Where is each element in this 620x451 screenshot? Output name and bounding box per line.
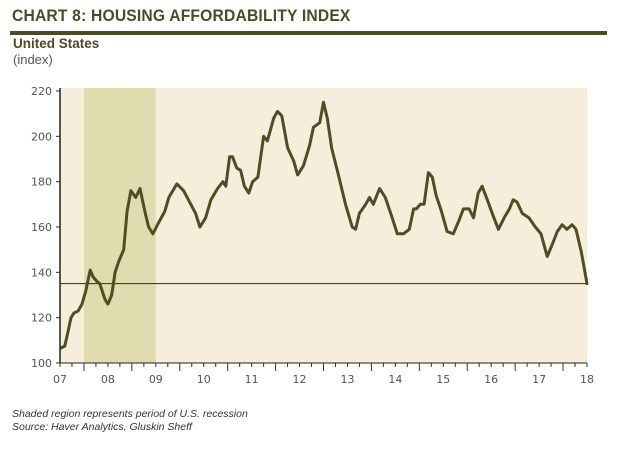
y-tick-label: 220 bbox=[31, 85, 52, 98]
y-axis-unit-label: (index) bbox=[13, 52, 53, 67]
y-axis-ticks: 100 120 140 160 180 200 220 bbox=[31, 85, 60, 370]
y-tick-label: 160 bbox=[31, 221, 52, 234]
x-tick-label: 14 bbox=[388, 373, 402, 386]
y-tick-label: 140 bbox=[31, 266, 52, 279]
y-tick-label: 200 bbox=[31, 130, 52, 143]
chart-subtitle: United States bbox=[13, 36, 100, 51]
y-tick-label: 180 bbox=[31, 176, 52, 189]
chart-notes: Shaded region represents period of U.S. … bbox=[12, 408, 248, 434]
recession-note: Shaded region represents period of U.S. … bbox=[12, 408, 248, 420]
x-tick-label: 17 bbox=[532, 373, 546, 386]
x-tick-label: 15 bbox=[436, 373, 450, 386]
x-axis-ticks: 07 08 09 10 11 12 13 14 15 16 17 18 bbox=[53, 363, 594, 386]
x-tick-label: 08 bbox=[101, 373, 115, 386]
x-tick-label: 12 bbox=[293, 373, 307, 386]
chart-title: CHART 8: HOUSING AFFORDABILITY INDEX bbox=[12, 6, 351, 25]
x-tick-label: 16 bbox=[484, 373, 498, 386]
x-tick-label: 13 bbox=[340, 373, 354, 386]
recession-shading bbox=[83, 88, 156, 363]
x-tick-label: 09 bbox=[149, 373, 163, 386]
y-tick-label: 120 bbox=[31, 312, 52, 325]
title-rule bbox=[10, 31, 607, 35]
x-tick-label: 07 bbox=[53, 373, 67, 386]
series-line-housing-affordability bbox=[59, 100, 589, 350]
y-tick-label: 100 bbox=[31, 357, 52, 370]
x-tick-label: 10 bbox=[197, 373, 211, 386]
source-note: Source: Haver Analytics, Gluskin Sheff bbox=[12, 421, 192, 433]
x-tick-label: 18 bbox=[580, 373, 594, 386]
x-tick-label: 11 bbox=[245, 373, 259, 386]
